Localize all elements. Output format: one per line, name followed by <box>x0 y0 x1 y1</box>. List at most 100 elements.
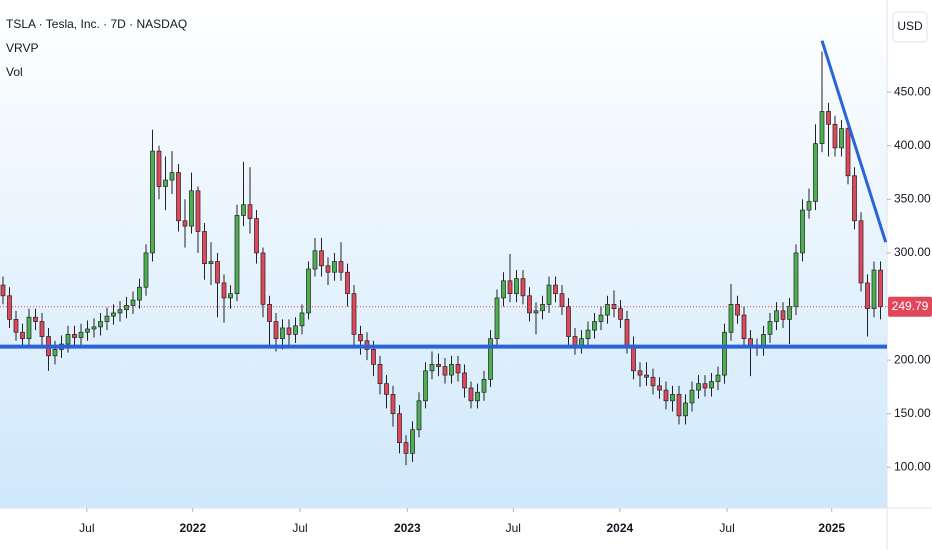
candle-body <box>280 327 285 340</box>
candle-body <box>858 220 864 284</box>
candle-body <box>514 278 519 295</box>
candle-body <box>72 334 77 338</box>
candle-body <box>793 252 799 307</box>
candle-body <box>423 370 428 402</box>
candle-body <box>390 394 396 415</box>
candle-body <box>85 328 90 333</box>
candle-body <box>33 316 38 322</box>
candle-body <box>767 321 773 335</box>
candle-body <box>39 321 45 337</box>
candle-body <box>826 111 831 125</box>
candle-body <box>416 400 422 431</box>
candle-body <box>455 364 461 374</box>
candle-body <box>592 321 597 331</box>
candle-body <box>735 304 740 316</box>
candle-body <box>137 286 142 301</box>
candle-body <box>852 175 857 222</box>
plot-background <box>0 0 887 508</box>
candle-body <box>845 128 851 177</box>
candle-body <box>397 413 402 443</box>
candle-body <box>13 319 19 333</box>
candle-body <box>20 331 25 340</box>
x-tick-label: Jul <box>292 521 307 535</box>
symbol-title[interactable]: TSLA · Tesla, Inc. · 7D · NASDAQ <box>6 17 187 31</box>
candle-body <box>644 374 649 378</box>
candle-body <box>267 304 272 322</box>
candle-body <box>839 128 844 149</box>
candle-body <box>787 306 792 320</box>
candle-body <box>546 284 552 305</box>
candle-body <box>832 123 838 149</box>
candle-body <box>676 394 682 417</box>
candle-body <box>117 309 123 314</box>
candle-body <box>813 143 818 202</box>
candle-body <box>52 349 58 357</box>
candle-body <box>585 329 591 340</box>
candle-body <box>624 319 630 346</box>
indicator-label[interactable]: VRVP <box>6 41 38 55</box>
candle-body <box>169 172 175 181</box>
candle-body <box>403 442 409 454</box>
candle-body <box>689 389 695 404</box>
candle-body <box>715 374 721 382</box>
candle-body <box>657 385 662 391</box>
indicator-label[interactable]: Vol <box>6 65 23 79</box>
candle-body <box>351 293 357 335</box>
candle-body <box>462 372 467 389</box>
candle-body <box>78 331 84 338</box>
candle-body <box>663 389 669 402</box>
candle-body <box>878 269 883 308</box>
candle-body <box>605 304 610 316</box>
candle-body <box>384 383 389 395</box>
candle-body <box>130 299 136 306</box>
candle-body <box>150 150 155 254</box>
candle-body <box>468 387 474 402</box>
candle-body <box>65 334 71 345</box>
candle-body <box>371 349 376 365</box>
candle-body <box>104 315 110 322</box>
candle-body <box>566 306 571 337</box>
price-axis <box>887 0 932 550</box>
candle-body <box>26 316 32 340</box>
candle-body <box>156 150 162 187</box>
candle-body <box>273 321 279 340</box>
y-tick-label: 400.00 <box>894 138 931 152</box>
candle-body <box>494 297 500 340</box>
candle-body <box>254 218 259 254</box>
currency-box[interactable] <box>892 11 928 43</box>
candle-body <box>234 215 240 295</box>
candle-body <box>111 312 116 317</box>
candle-body <box>696 383 701 391</box>
last-price-label: 249.79 <box>892 299 929 313</box>
y-tick-label: 450.00 <box>894 84 931 98</box>
candle-body <box>436 364 441 367</box>
candle-body <box>338 261 344 273</box>
currency-label: USD <box>897 19 923 33</box>
candle-body <box>728 304 734 333</box>
candle-body <box>176 172 181 222</box>
candle-body <box>312 250 318 270</box>
candle-body <box>702 383 708 389</box>
candle-body <box>475 391 480 402</box>
candle-body <box>631 344 636 372</box>
candle-body <box>449 364 454 376</box>
candle-body <box>195 190 201 232</box>
candle-body <box>579 338 584 346</box>
candle-body <box>865 282 870 310</box>
candle-body <box>286 327 292 335</box>
candle-body <box>91 326 97 330</box>
candle-body <box>124 305 129 311</box>
y-tick-label: 150.00 <box>894 406 931 420</box>
candle-body <box>553 284 558 295</box>
candles <box>0 51 883 466</box>
candle-body <box>611 304 617 310</box>
x-tick-label: 2022 <box>179 521 206 535</box>
candle-body <box>598 314 604 322</box>
candle-body <box>332 261 337 273</box>
candle-body <box>520 278 526 297</box>
y-tick-label: 350.00 <box>894 192 931 206</box>
candle-body <box>442 366 448 376</box>
candle-body <box>540 304 545 312</box>
candle-body <box>247 204 253 219</box>
candle-body <box>527 295 532 314</box>
